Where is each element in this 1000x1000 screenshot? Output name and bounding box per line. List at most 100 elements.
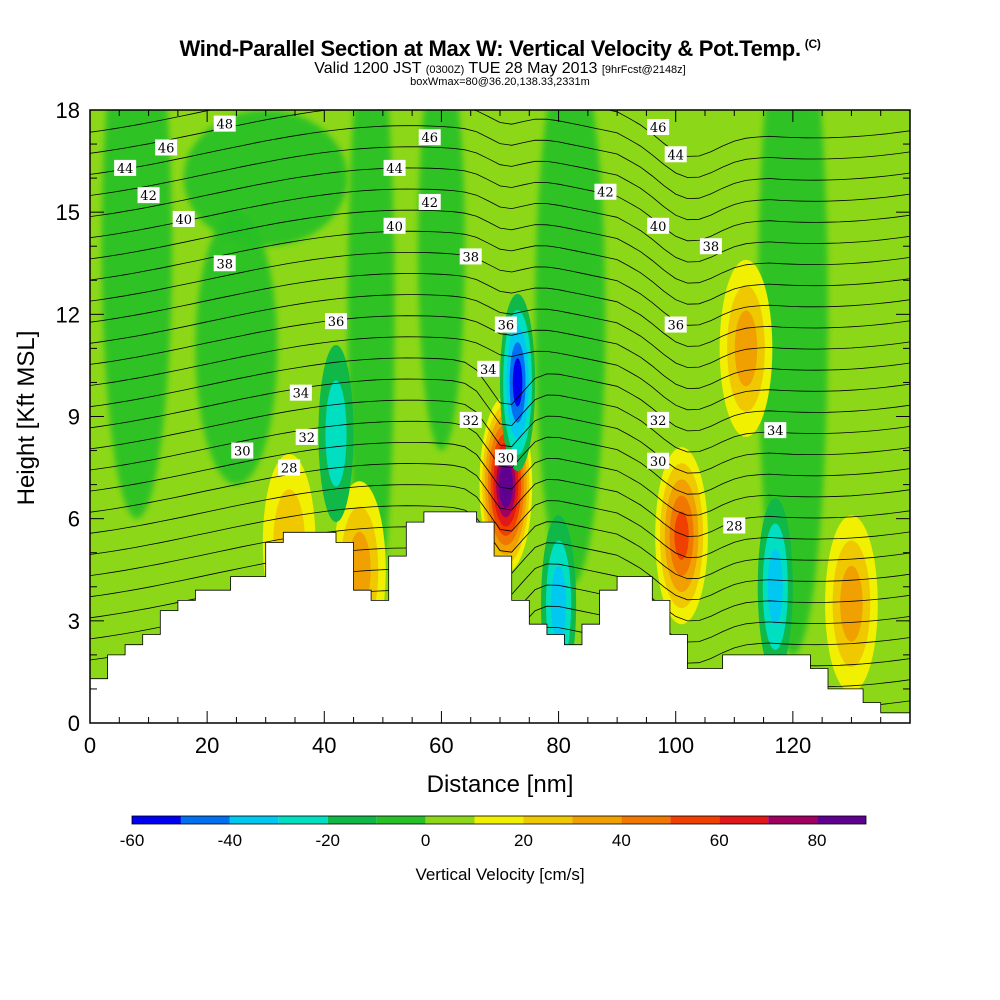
x-tick-label: 40 xyxy=(312,733,336,758)
isentrope-line xyxy=(90,146,910,221)
velocity-feature xyxy=(551,565,567,642)
contour-label-text: 44 xyxy=(117,162,134,177)
contour-label: 42 xyxy=(594,183,617,201)
contour-label: 36 xyxy=(664,316,687,334)
contour-label-text: 38 xyxy=(216,257,233,272)
colorbar-tick-label: 0 xyxy=(421,831,430,850)
y-tick-label: 3 xyxy=(68,609,80,634)
colorbar-swatch xyxy=(523,816,573,824)
contour-label-text: 40 xyxy=(175,213,192,228)
contour-label: 30 xyxy=(494,449,517,466)
contour-label-text: 46 xyxy=(650,121,667,136)
contour-label-text: 34 xyxy=(480,363,497,378)
contour-label-text: 36 xyxy=(498,319,515,334)
contour-label: 28 xyxy=(723,517,746,534)
contour-label-text: 32 xyxy=(462,414,479,429)
isentrope-line xyxy=(90,484,910,559)
contour-label-text: 30 xyxy=(234,445,251,460)
y-tick-label: 0 xyxy=(68,711,80,736)
colorbar-tick-label: -20 xyxy=(315,831,340,850)
isentrope-line xyxy=(90,399,910,474)
field-band xyxy=(418,110,465,451)
contour-label-text: 46 xyxy=(421,131,438,146)
contour-label-text: 30 xyxy=(650,455,667,470)
contour-label: 34 xyxy=(289,384,312,402)
contour-label-text: 44 xyxy=(667,148,684,163)
y-tick-label: 9 xyxy=(68,405,80,430)
contour-label-text: 34 xyxy=(293,387,310,402)
contour-label: 40 xyxy=(647,217,670,235)
contour-label: 30 xyxy=(647,452,670,470)
contour-label-text: 42 xyxy=(421,196,438,211)
y-tick-label: 6 xyxy=(68,507,80,532)
contour-label-text: 28 xyxy=(726,519,743,534)
contour-label-text: 38 xyxy=(462,250,479,265)
isentrope-line xyxy=(90,252,910,326)
isentrope-line xyxy=(90,420,910,495)
colorbar-frame xyxy=(131,815,867,825)
contour-label: 46 xyxy=(647,119,670,136)
contour-label-text: 36 xyxy=(328,315,345,330)
box-info-line: boxWmax=80@36.20,138.33,2331m xyxy=(410,76,590,88)
isentrope-line xyxy=(90,230,910,305)
contour-label-text: 32 xyxy=(650,414,667,429)
colorbar-swatch xyxy=(132,816,181,824)
contour-label-text: 38 xyxy=(703,240,720,255)
contour-label: 28 xyxy=(278,459,301,477)
contour-label: 40 xyxy=(383,217,406,235)
y-axis-title: Height [Kft MSL] xyxy=(13,331,40,506)
contour-label: 36 xyxy=(325,313,347,330)
contour-label: 38 xyxy=(459,248,482,265)
contour-label: 38 xyxy=(699,238,722,255)
velocity-feature xyxy=(512,358,523,407)
contour-label: 40 xyxy=(172,210,195,228)
contour-label-text: 48 xyxy=(216,118,233,133)
colorbar-tick-label: 20 xyxy=(514,831,533,850)
colorbar-swatch xyxy=(670,816,720,824)
isentrope-line xyxy=(90,110,910,157)
colorbar-swatch xyxy=(719,816,769,824)
colorbar-swatch xyxy=(572,816,622,824)
contour-label: 46 xyxy=(418,129,441,146)
terrain-profile xyxy=(90,511,910,723)
contour-label: 44 xyxy=(664,146,687,163)
x-tick-label: 20 xyxy=(195,733,219,758)
isentrope-line xyxy=(90,336,910,411)
x-tick-label: 80 xyxy=(546,733,570,758)
contour-label-text: 30 xyxy=(498,451,515,466)
colorbar-swatch xyxy=(621,816,671,824)
contour-label-text: 46 xyxy=(158,141,175,156)
chart-title: Wind-Parallel Section at Max W: Vertical… xyxy=(179,36,821,61)
colorbar: -60 -40 -20 0 20 40 60 80 xyxy=(120,815,867,850)
colorbar-swatch xyxy=(376,816,426,824)
isentrope-line xyxy=(90,273,910,347)
isentrope-line xyxy=(90,188,910,263)
contour-label: 42 xyxy=(418,193,441,211)
contour-label: 44 xyxy=(383,159,406,177)
contour-label-text: 32 xyxy=(298,431,315,446)
contour-label-text: 40 xyxy=(650,220,667,235)
terrain-mask xyxy=(90,511,910,723)
contour-label: 42 xyxy=(137,187,160,204)
y-tick-label: 12 xyxy=(56,302,80,327)
colorbar-swatch xyxy=(474,816,524,824)
contour-label-text: 44 xyxy=(386,162,403,177)
velocity-feature xyxy=(325,380,347,487)
contour-label-text: 34 xyxy=(767,424,784,439)
x-tick-label: 0 xyxy=(84,733,96,758)
contour-label: 30 xyxy=(231,442,254,460)
contour-label: 32 xyxy=(647,411,670,429)
contour-label: 32 xyxy=(459,411,482,429)
contour-label: 34 xyxy=(764,422,787,439)
colorbar-swatch xyxy=(768,816,818,824)
x-axis-title: Distance [nm] xyxy=(427,771,574,798)
contour-label-text: 36 xyxy=(667,319,684,334)
colorbar-tick-label: 60 xyxy=(710,831,729,850)
y-tick-label: 15 xyxy=(56,200,80,225)
contour-label: 38 xyxy=(213,255,236,272)
field-band xyxy=(535,110,606,587)
colorbar-tick-label: -60 xyxy=(120,831,145,850)
